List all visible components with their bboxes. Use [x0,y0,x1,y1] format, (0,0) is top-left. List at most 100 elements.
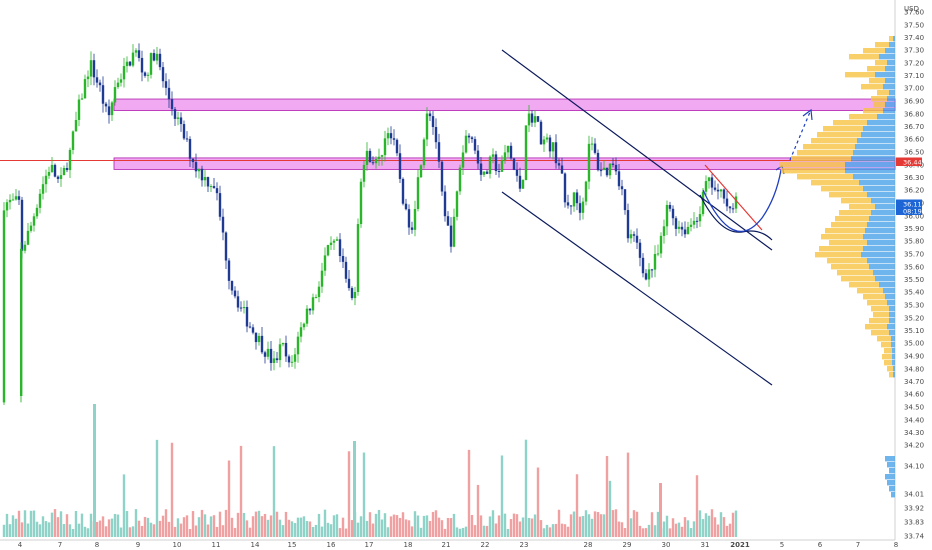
candle [515,169,519,176]
volume-profile-bar [861,132,895,138]
volume-bar [452,513,456,537]
volume-profile-bar [803,144,855,150]
volume-profile-bar [835,216,869,222]
price-badge [896,157,922,166]
volume-bar [194,525,198,537]
volume-profile-bar [779,162,845,168]
volume-profile-bar [881,342,891,348]
volume-bar [533,514,537,537]
volume-profile-bar [887,60,895,66]
candle [230,280,234,291]
volume-bar [197,517,201,537]
volume-bar [626,452,630,537]
volume-bar [599,514,603,537]
candle [437,142,441,162]
volume-profile-bar [863,48,885,54]
volume-bar [140,525,144,537]
candle [44,175,48,185]
candle [380,155,384,157]
candle [656,253,660,255]
price-tick-label: 37.20 [904,60,924,68]
candle [488,156,492,174]
volume-profile-bar [884,360,892,366]
volume-profile-bar [887,462,895,468]
candle [461,152,465,168]
candle [83,79,87,99]
volume-bar [248,527,252,537]
candle [29,225,33,231]
price-tick-label: 36.20 [904,187,924,195]
candle [134,50,138,53]
date-tick-label: 5 [780,541,784,549]
candle [251,327,255,333]
date-tick-label: 7 [856,541,860,549]
candle [191,158,195,163]
candle [665,204,669,227]
candle [185,138,189,140]
volume-bar [77,523,81,537]
volume-bar [413,511,417,537]
candle [77,99,81,120]
candle [332,240,336,243]
candle [557,163,561,166]
candle [632,234,636,236]
date-tick-label: 28 [584,541,593,549]
volume-profile-bar [892,360,895,366]
volume-bar [566,526,570,537]
candle [41,184,45,194]
volume-bar [437,517,441,537]
volume-profile-bar [829,240,867,246]
candle [173,109,177,119]
price-tick-label: 34.90 [904,353,924,361]
candle [257,335,261,343]
volume-bar [275,511,279,537]
candle [413,208,417,230]
volume-bar [539,520,543,537]
volume-bar [482,525,486,537]
volume-bar [554,523,558,537]
volume-bar [701,519,705,537]
volume-bar [29,510,33,537]
volume-profile-bar [845,72,875,78]
candle [272,358,276,363]
volume-bar [125,511,129,537]
price-tick-label: 34.40 [904,417,924,425]
date-tick-label: 2021 [730,541,750,549]
candle [653,253,657,270]
volume-bar [479,515,483,537]
candle [590,143,594,145]
volume-bar [95,521,99,537]
volume-bar [227,460,231,537]
volume-bar [68,524,72,537]
candle [479,163,483,175]
candle [365,150,369,165]
date-tick-label: 7 [58,541,62,549]
volume-bar [530,518,534,537]
volume-bar [704,513,708,537]
volume-bar [641,528,645,537]
volume-bar [272,446,276,537]
volume-bar [716,524,720,537]
candle [80,98,84,100]
volume-profile-bar [889,330,895,336]
candle [716,189,720,192]
volume-profile-bar [871,210,895,216]
candle [239,307,243,309]
price-tick-label: 35.30 [904,302,924,310]
volume-bar [683,517,687,537]
volume-bar [83,526,87,537]
volume-bar [335,514,339,537]
volume-bar [62,524,66,537]
volume-profile-bar [869,78,885,84]
volume-bar [713,517,717,537]
volume-bar [521,517,525,537]
volume-bar [35,521,39,537]
volume-profile-bar [871,96,887,102]
volume-bar [575,474,579,537]
volume-profile-bar [833,120,867,126]
candle [599,170,603,172]
date-tick-label: 8 [95,541,99,549]
volume-bar [506,528,510,537]
volume-bar [650,512,654,537]
